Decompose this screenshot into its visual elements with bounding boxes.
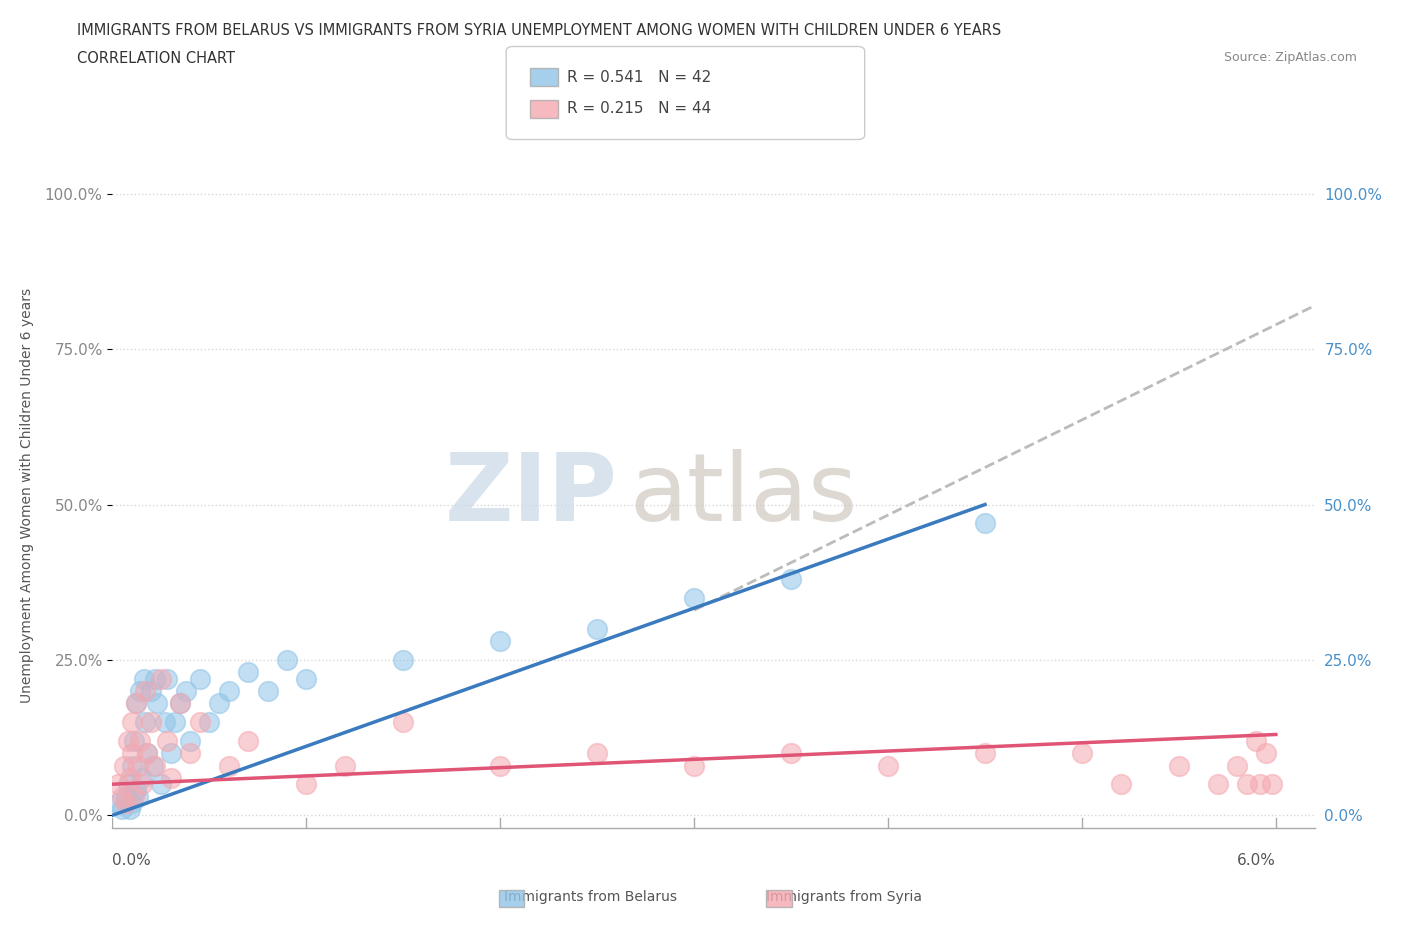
Point xyxy=(974,746,997,761)
Point xyxy=(112,758,135,773)
Point xyxy=(169,696,191,711)
Text: ZIP: ZIP xyxy=(444,449,617,541)
Point xyxy=(179,746,201,761)
Point xyxy=(392,714,415,729)
Point xyxy=(586,621,609,636)
Point xyxy=(1249,777,1271,791)
Point xyxy=(1261,777,1284,791)
Point xyxy=(122,790,145,804)
Point xyxy=(127,790,149,804)
Point xyxy=(218,758,240,773)
Point xyxy=(141,714,163,729)
Text: R = 0.215   N = 44: R = 0.215 N = 44 xyxy=(567,101,711,116)
Point xyxy=(333,758,356,773)
Point xyxy=(159,771,181,786)
Point xyxy=(489,634,512,649)
Text: CORRELATION CHART: CORRELATION CHART xyxy=(77,51,235,66)
Point xyxy=(115,795,138,810)
Point xyxy=(121,795,143,810)
Point xyxy=(238,665,260,680)
Point xyxy=(156,671,179,686)
Point xyxy=(1167,758,1189,773)
Point xyxy=(586,746,609,761)
Point xyxy=(115,790,138,804)
Point xyxy=(188,671,211,686)
Text: Immigrants from Syria: Immigrants from Syria xyxy=(766,890,921,905)
Point xyxy=(295,777,318,791)
Point xyxy=(780,746,803,761)
Point xyxy=(174,684,197,698)
Point xyxy=(1256,746,1278,761)
Text: IMMIGRANTS FROM BELARUS VS IMMIGRANTS FROM SYRIA UNEMPLOYMENT AMONG WOMEN WITH C: IMMIGRANTS FROM BELARUS VS IMMIGRANTS FR… xyxy=(77,23,1001,38)
Point xyxy=(107,777,129,791)
Point xyxy=(117,733,139,748)
Point xyxy=(1206,777,1229,791)
Point xyxy=(188,714,211,729)
Point xyxy=(136,746,159,761)
Point xyxy=(128,684,150,698)
Point xyxy=(683,758,706,773)
Point xyxy=(256,684,278,698)
Point xyxy=(218,684,240,698)
Point xyxy=(149,671,172,686)
Point xyxy=(163,714,186,729)
Point xyxy=(142,758,165,773)
Point xyxy=(780,572,803,587)
Point xyxy=(107,795,129,810)
Point xyxy=(208,696,231,711)
Point xyxy=(179,733,201,748)
Y-axis label: Unemployment Among Women with Children Under 6 years: Unemployment Among Women with Children U… xyxy=(20,287,34,703)
Text: R = 0.541   N = 42: R = 0.541 N = 42 xyxy=(567,70,711,85)
Point xyxy=(111,802,134,817)
Point xyxy=(238,733,260,748)
Point xyxy=(134,684,156,698)
Point xyxy=(1236,777,1258,791)
Text: atlas: atlas xyxy=(630,449,858,541)
Point xyxy=(118,771,141,786)
Point xyxy=(121,758,143,773)
Point xyxy=(1109,777,1132,791)
Point xyxy=(156,733,179,748)
Point xyxy=(131,771,153,786)
Text: Source: ZipAtlas.com: Source: ZipAtlas.com xyxy=(1223,51,1357,64)
Point xyxy=(136,746,159,761)
Point xyxy=(127,758,149,773)
Point xyxy=(1246,733,1268,748)
Point xyxy=(121,714,143,729)
Point xyxy=(149,777,172,791)
Text: 6.0%: 6.0% xyxy=(1237,853,1275,868)
Point xyxy=(276,653,298,668)
Point xyxy=(169,696,191,711)
Point xyxy=(198,714,221,729)
Point xyxy=(128,733,150,748)
Point xyxy=(1226,758,1249,773)
Point xyxy=(877,758,900,773)
Point xyxy=(125,696,148,711)
Point xyxy=(295,671,318,686)
Point xyxy=(153,714,176,729)
Point xyxy=(117,777,139,791)
Point xyxy=(143,671,166,686)
Text: 0.0%: 0.0% xyxy=(112,853,152,868)
Point xyxy=(134,714,156,729)
Point xyxy=(131,777,153,791)
Text: Immigrants from Belarus: Immigrants from Belarus xyxy=(503,890,678,905)
Point xyxy=(132,671,155,686)
Point xyxy=(1071,746,1094,761)
Point xyxy=(683,591,706,605)
Point xyxy=(146,696,169,711)
Point xyxy=(125,696,148,711)
Point xyxy=(118,802,141,817)
Point xyxy=(143,758,166,773)
Point xyxy=(125,783,148,798)
Point xyxy=(122,733,145,748)
Point xyxy=(974,516,997,531)
Point xyxy=(489,758,512,773)
Point xyxy=(141,684,163,698)
Point xyxy=(121,746,143,761)
Point xyxy=(159,746,181,761)
Point xyxy=(392,653,415,668)
Point xyxy=(111,790,134,804)
